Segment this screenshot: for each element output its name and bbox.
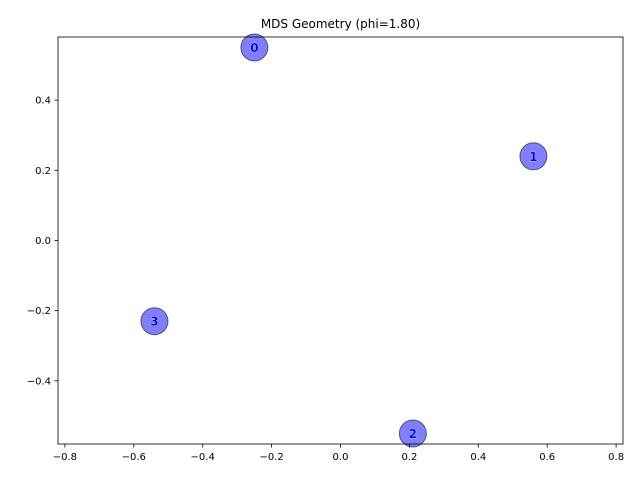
y-tick-label: 0.0 — [35, 236, 51, 247]
y-axis: −0.4 −0.2 0.0 0.2 0.4 — [27, 96, 58, 387]
x-tick-label: −0.2 — [259, 452, 283, 463]
data-points: 0 1 2 3 — [140, 33, 548, 448]
x-tick-label: 0.4 — [470, 452, 486, 463]
y-tick-label: 0.2 — [35, 166, 51, 177]
data-point-marker — [140, 307, 169, 336]
x-tick-label: 0.6 — [539, 452, 555, 463]
x-tick-label: −0.8 — [53, 452, 77, 463]
data-point-label: 1 — [529, 150, 537, 164]
x-tick-label: 0.0 — [333, 452, 349, 463]
data-point-label: 2 — [409, 427, 417, 441]
x-tick-label: 0.2 — [401, 452, 417, 463]
x-tick-label: −0.4 — [191, 452, 215, 463]
chart-title: MDS Geometry (phi=1.80) — [261, 17, 420, 31]
data-point-marker — [240, 33, 269, 62]
data-point-label: 3 — [150, 315, 158, 329]
y-tick-label: −0.2 — [27, 306, 51, 317]
plot-area — [58, 37, 623, 444]
x-axis: −0.8 −0.6 −0.4 −0.2 0.0 0.2 0.4 0.6 0.8 — [53, 444, 624, 463]
data-point-marker — [398, 419, 427, 448]
data-point-marker — [519, 142, 548, 171]
y-tick-label: −0.4 — [27, 376, 51, 387]
axes-frame — [57, 36, 624, 445]
x-tick-label: −0.6 — [122, 452, 146, 463]
data-point-label: 0 — [250, 41, 258, 55]
y-tick-label: 0.4 — [35, 96, 51, 107]
x-tick-label: 0.8 — [608, 452, 624, 463]
